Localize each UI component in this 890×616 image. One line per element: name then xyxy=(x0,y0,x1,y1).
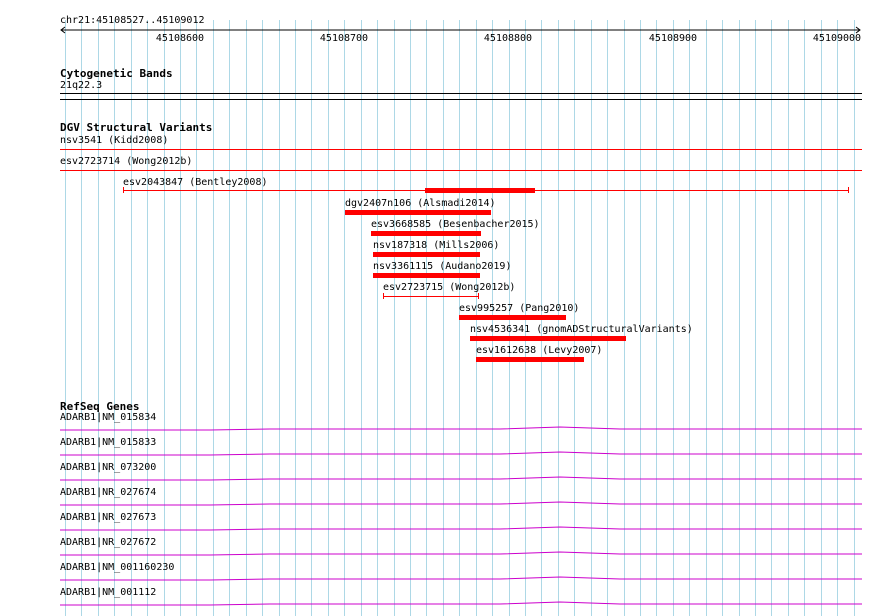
variant-label[interactable]: esv995257 (Pang2010) xyxy=(459,303,580,314)
gene-label[interactable]: ADARB1|NR_027672 xyxy=(60,537,157,548)
refseq-track-title[interactable]: RefSeq Genes xyxy=(60,400,140,413)
variant-span[interactable] xyxy=(383,296,479,297)
gene-label[interactable]: ADARB1|NM_015833 xyxy=(60,437,157,448)
variant-block[interactable] xyxy=(459,315,566,320)
variant-label[interactable]: nsv187318 (Mills2006) xyxy=(373,240,500,251)
ruler-tick-label: 45108600 xyxy=(155,33,205,44)
gene-model-line xyxy=(60,501,862,506)
variant-span[interactable] xyxy=(60,149,862,150)
gene-label[interactable]: ADARB1|NR_027674 xyxy=(60,487,157,498)
cytoband-label[interactable]: 21q22.3 xyxy=(60,80,103,91)
ruler-location: chr21:45108527..45109012 xyxy=(60,15,205,26)
variant-label[interactable]: esv3668585 (Besenbacher2015) xyxy=(371,219,540,230)
variant-label[interactable]: dgv2407n106 (Alsmadi2014) xyxy=(345,198,496,209)
variant-block[interactable] xyxy=(476,357,584,362)
ruler-tick-label: 45108700 xyxy=(319,33,369,44)
variant-span[interactable] xyxy=(60,170,862,171)
cytoband-track-title[interactable]: Cytogenetic Bands xyxy=(60,67,173,80)
variant-label[interactable]: nsv3361115 (Audano2019) xyxy=(373,261,512,272)
gene-label[interactable]: ADARB1|NM_001160230 xyxy=(60,562,175,573)
gene-model[interactable] xyxy=(60,574,862,582)
gene-model-line xyxy=(60,526,862,531)
variant-label[interactable]: nsv3541 (Kidd2008) xyxy=(60,135,169,146)
variant-label[interactable]: esv2723715 (Wong2012b) xyxy=(383,282,516,293)
variant-end-cap xyxy=(383,293,384,299)
gene-model[interactable] xyxy=(60,599,862,607)
gene-model[interactable] xyxy=(60,424,862,432)
gene-label[interactable]: ADARB1|NM_001112 xyxy=(60,587,157,598)
ruler-axis xyxy=(60,26,861,34)
variant-block[interactable] xyxy=(371,231,481,236)
variant-label[interactable]: esv1612638 (Levy2007) xyxy=(476,345,603,356)
gene-model-line xyxy=(60,551,862,556)
gene-model[interactable] xyxy=(60,474,862,482)
ruler-tick-label: 45109000 xyxy=(812,33,862,44)
gene-label[interactable]: ADARB1|NM_015834 xyxy=(60,412,157,423)
variant-block[interactable] xyxy=(470,336,626,341)
variant-label[interactable]: esv2043847 (Bentley2008) xyxy=(123,177,268,188)
variant-label[interactable]: esv2723714 (Wong2012b) xyxy=(60,156,193,167)
gene-model-line xyxy=(60,576,862,581)
gene-model-line xyxy=(60,451,862,456)
gene-label[interactable]: ADARB1|NR_073200 xyxy=(60,462,157,473)
gene-model[interactable] xyxy=(60,449,862,457)
variant-label[interactable]: nsv4536341 (gnomADStructuralVariants) xyxy=(470,324,693,335)
gene-label[interactable]: ADARB1|NR_027673 xyxy=(60,512,157,523)
gene-model-line xyxy=(60,476,862,481)
variant-end-cap xyxy=(848,187,849,193)
dgv-track-title[interactable]: DGV Structural Variants xyxy=(60,121,213,134)
variant-end-cap xyxy=(123,187,124,193)
gene-model[interactable] xyxy=(60,499,862,507)
variant-block[interactable] xyxy=(373,252,480,257)
ruler-tick-label: 45108800 xyxy=(483,33,533,44)
variant-end-cap xyxy=(478,293,479,299)
gene-model-line xyxy=(60,426,862,431)
gene-model-line xyxy=(60,601,862,606)
ruler-tick-label: 45108900 xyxy=(648,33,698,44)
cytoband-bar-top xyxy=(60,93,862,94)
variant-block[interactable] xyxy=(425,188,535,193)
gene-model[interactable] xyxy=(60,549,862,557)
variant-block[interactable] xyxy=(373,273,480,278)
variant-block[interactable] xyxy=(345,210,491,215)
gene-model[interactable] xyxy=(60,524,862,532)
cytoband-bar-bottom xyxy=(60,99,862,100)
